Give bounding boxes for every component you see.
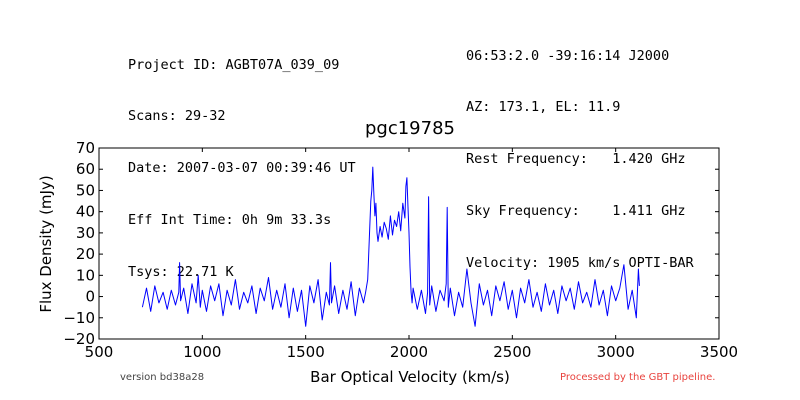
project-id-text: Project ID: AGBT07A_039_09 — [128, 56, 340, 73]
y-tick-label: 0 — [85, 288, 95, 306]
y-tick-label: −20 — [63, 330, 95, 348]
chart-title: pgc19785 — [365, 118, 455, 139]
velocity-text: Velocity: 1905 km/s OPTI-BAR — [466, 255, 694, 272]
scans-text: Scans: 29-32 — [128, 108, 226, 125]
y-tick-label: 40 — [76, 203, 95, 221]
header-right-block: 06:53:2.0 -39:16:14 J2000 AZ: 173.1, EL:… — [466, 13, 694, 290]
sky-frequency-text: Sky Frequency: 1.411 GHz — [466, 203, 686, 220]
x-tick-label: 2000 — [390, 343, 428, 361]
rest-frequency-text: Rest Frequency: 1.420 GHz — [466, 151, 686, 168]
x-tick-label: 2500 — [493, 343, 531, 361]
header-left-block: Project ID: AGBT07A_039_09 Scans: 29-32 … — [128, 22, 356, 299]
coordinates-text: 06:53:2.0 -39:16:14 J2000 — [466, 47, 670, 64]
y-tick-label: 10 — [76, 266, 95, 284]
y-tick-label: 50 — [76, 181, 95, 199]
tsys-text: Tsys: 22.71 K — [128, 264, 234, 281]
x-tick-label: 3500 — [700, 343, 738, 361]
y-tick-label: 60 — [76, 160, 95, 178]
y-tick-label: 30 — [76, 224, 95, 242]
x-tick-label: 1000 — [183, 343, 221, 361]
eff-int-time-text: Eff Int Time: 0h 9m 33.3s — [128, 212, 332, 229]
plot-frame — [98, 147, 720, 340]
az-el-text: AZ: 173.1, EL: 11.9 — [466, 99, 621, 116]
x-tick-label: 1500 — [287, 343, 325, 361]
y-tick-label: −10 — [63, 309, 95, 327]
processed-footer: Processed by the GBT pipeline. — [560, 372, 715, 383]
axis-ticks: 500 1000 1500 2000 2500 3000 3500 −20 −10 0 10 20 30… — [63, 139, 738, 361]
y-axis-label: Flux Density (mJy) — [37, 175, 55, 312]
x-tick-label: 500 — [85, 343, 114, 361]
date-text: Date: 2007-03-07 00:39:46 UT — [128, 160, 356, 177]
y-tick-label: 70 — [76, 139, 95, 157]
spectrum-series-line — [141, 166, 640, 327]
y-tick-label: 20 — [76, 245, 95, 263]
x-tick-label: 3000 — [597, 343, 635, 361]
x-axis-label: Bar Optical Velocity (km/s) — [310, 368, 510, 386]
version-footer: version bd38a28 — [120, 372, 204, 383]
